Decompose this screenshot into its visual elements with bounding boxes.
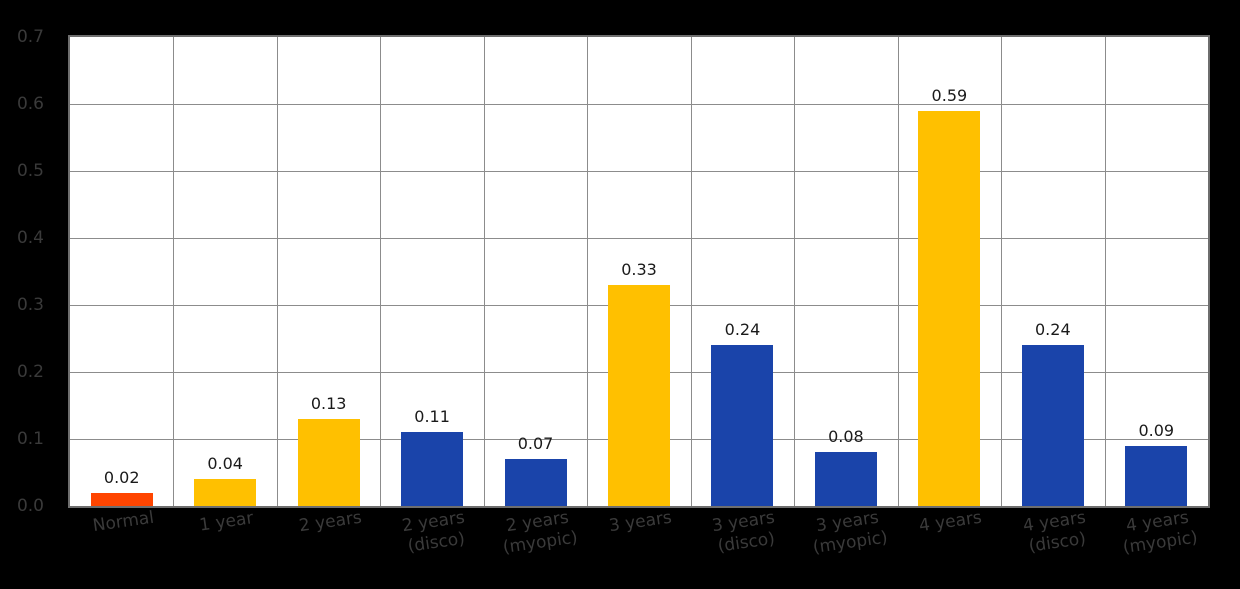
gridline-vertical <box>897 37 899 506</box>
bar-value-label: 0.08 <box>828 427 864 447</box>
gridline-vertical <box>690 37 692 506</box>
gridline-vertical <box>380 37 382 506</box>
gridline-horizontal <box>70 104 1208 105</box>
gridline-vertical <box>173 37 175 506</box>
bar-value-label: 0.04 <box>207 454 243 474</box>
gridline-vertical <box>587 37 589 506</box>
bar-value-label: 0.24 <box>724 320 761 340</box>
bar <box>90 492 153 506</box>
bar-value-label: 0.07 <box>517 434 554 454</box>
bar-value-label: 0.11 <box>414 407 450 427</box>
y-tick-label: 0.0 <box>16 496 44 516</box>
gridline-vertical <box>794 37 796 506</box>
bar <box>1125 445 1188 506</box>
x-tick-label: 2 years (myopic) <box>501 507 579 559</box>
x-tick-label: 4 years (disco) <box>1021 507 1087 557</box>
y-tick-label: 0.7 <box>16 27 44 47</box>
bar-value-label: 0.02 <box>103 467 140 487</box>
x-tick-label: 3 years <box>607 507 673 537</box>
bar <box>711 345 774 506</box>
gridline-vertical <box>1104 37 1106 506</box>
bar <box>814 452 877 506</box>
y-tick-label: 0.6 <box>16 94 44 114</box>
bar <box>297 418 360 506</box>
bar <box>918 110 981 506</box>
x-axis-labels: Normal 1 year 2 years 2 years (disco) 2 year… <box>70 508 1208 582</box>
bar <box>401 432 464 506</box>
x-tick-label: Normal <box>91 507 155 537</box>
bar-value-label: 0.13 <box>310 393 347 413</box>
y-axis-labels: 0.0 0.1 0.2 0.3 0.4 0.5 0.6 0.7 <box>0 27 58 516</box>
x-tick-label: 3 years (myopic) <box>811 507 889 559</box>
bar-value-label: 0.33 <box>621 259 657 279</box>
y-tick-label: 0.4 <box>16 228 44 248</box>
y-tick-label: 0.2 <box>16 362 44 382</box>
x-tick-label: 3 years (disco) <box>711 507 777 557</box>
bar-value-label: 0.59 <box>931 85 968 105</box>
gridline-horizontal <box>70 171 1208 172</box>
bar <box>1021 345 1084 506</box>
y-tick-label: 0.3 <box>16 295 44 315</box>
bar-value-label: 0.09 <box>1138 420 1175 440</box>
x-tick-label: 4 years (myopic) <box>1122 507 1200 559</box>
bar <box>504 459 567 506</box>
x-tick-label: 4 years <box>918 507 984 537</box>
bar-value-label: 0.24 <box>1035 320 1071 340</box>
gridline-horizontal <box>70 238 1208 239</box>
x-tick-label: 2 years <box>297 507 363 537</box>
x-tick-label: 1 year <box>198 508 255 536</box>
y-tick-label: 0.5 <box>16 161 44 181</box>
x-tick-label: 2 years (disco) <box>400 507 467 557</box>
gridline-vertical <box>1001 37 1003 506</box>
bar <box>194 479 257 506</box>
plot-area: 0.02 0.04 0.13 0.11 0.07 0.33 0.24 0.08 0.59 0.24… <box>68 35 1210 508</box>
gridline-vertical <box>276 37 278 506</box>
gridline-vertical <box>483 37 485 506</box>
y-tick-label: 0.1 <box>16 429 44 449</box>
bar <box>608 284 670 506</box>
